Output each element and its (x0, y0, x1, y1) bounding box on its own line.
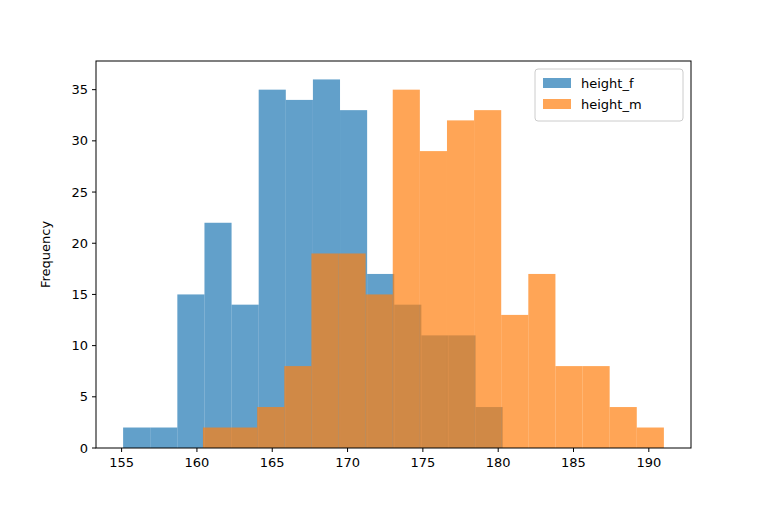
bars (123, 79, 664, 448)
hist-bar (583, 366, 610, 448)
hist-bar (230, 428, 257, 448)
hist-bar (501, 315, 528, 448)
y-tick (92, 140, 96, 141)
y-tick (92, 89, 96, 90)
x-tick (196, 448, 197, 452)
hist-bar (232, 305, 259, 448)
y-tick (92, 294, 96, 295)
hist-bar (420, 151, 447, 448)
hist-bar (474, 110, 501, 448)
x-tick (573, 448, 574, 452)
y-tick-label: 10 (71, 338, 88, 353)
legend-label: height_m (581, 97, 642, 112)
plot-frame (96, 61, 691, 448)
y-tick-label: 5 (80, 389, 88, 404)
x-tick (121, 448, 122, 452)
hist-bar (150, 428, 177, 448)
legend-box (535, 69, 683, 121)
hist-bar (257, 407, 284, 448)
legend-swatch (543, 99, 571, 109)
y-tick (92, 396, 96, 397)
legend-swatch (543, 78, 571, 88)
y-tick-label: 20 (71, 236, 88, 251)
y-tick (92, 448, 96, 449)
x-tick-label: 155 (109, 455, 134, 470)
hist-bar (555, 366, 582, 448)
hist-bar (259, 90, 286, 448)
y-tick-label: 35 (71, 82, 88, 97)
x-tick-label: 190 (636, 455, 661, 470)
hist-bar (177, 294, 204, 448)
y-axis-label: Frequency (38, 221, 53, 288)
x-tick-label: 175 (410, 455, 435, 470)
x-tick (498, 448, 499, 452)
hist-bar (339, 253, 366, 448)
chart: 155 160 165 170 175 180 185 190 0 5 10 15 20 25 30 35 Fr… (0, 0, 768, 512)
x-tick (422, 448, 423, 452)
legend-label: height_f (581, 76, 634, 91)
hist-bar (366, 294, 393, 448)
hist-bar (393, 90, 420, 448)
x-tick (648, 448, 649, 452)
y-tick-label: 15 (71, 287, 88, 302)
hist-bar (637, 428, 664, 448)
y-tick-label: 30 (71, 133, 88, 148)
series-1 (203, 90, 664, 448)
x-tick-label: 180 (486, 455, 511, 470)
hist-bar (123, 428, 150, 448)
legend: height_f height_m (535, 69, 683, 121)
y-tick-label: 25 (71, 185, 88, 200)
hist-bar (610, 407, 637, 448)
y-tick (92, 243, 96, 244)
x-tick (347, 448, 348, 452)
hist-bar (284, 366, 311, 448)
x-tick-label: 160 (185, 455, 210, 470)
hist-bar (311, 253, 338, 448)
x-tick-label: 165 (260, 455, 285, 470)
x-tick-label: 170 (335, 455, 360, 470)
y-tick (92, 345, 96, 346)
y-tick-label: 0 (80, 441, 88, 456)
x-tick (272, 448, 273, 452)
hist-bar (447, 120, 474, 448)
y-tick (92, 192, 96, 193)
hist-bar (528, 274, 555, 448)
hist-bar (203, 428, 230, 448)
series-0 (123, 79, 503, 448)
x-tick-label: 185 (561, 455, 586, 470)
hist-bar (204, 223, 231, 448)
